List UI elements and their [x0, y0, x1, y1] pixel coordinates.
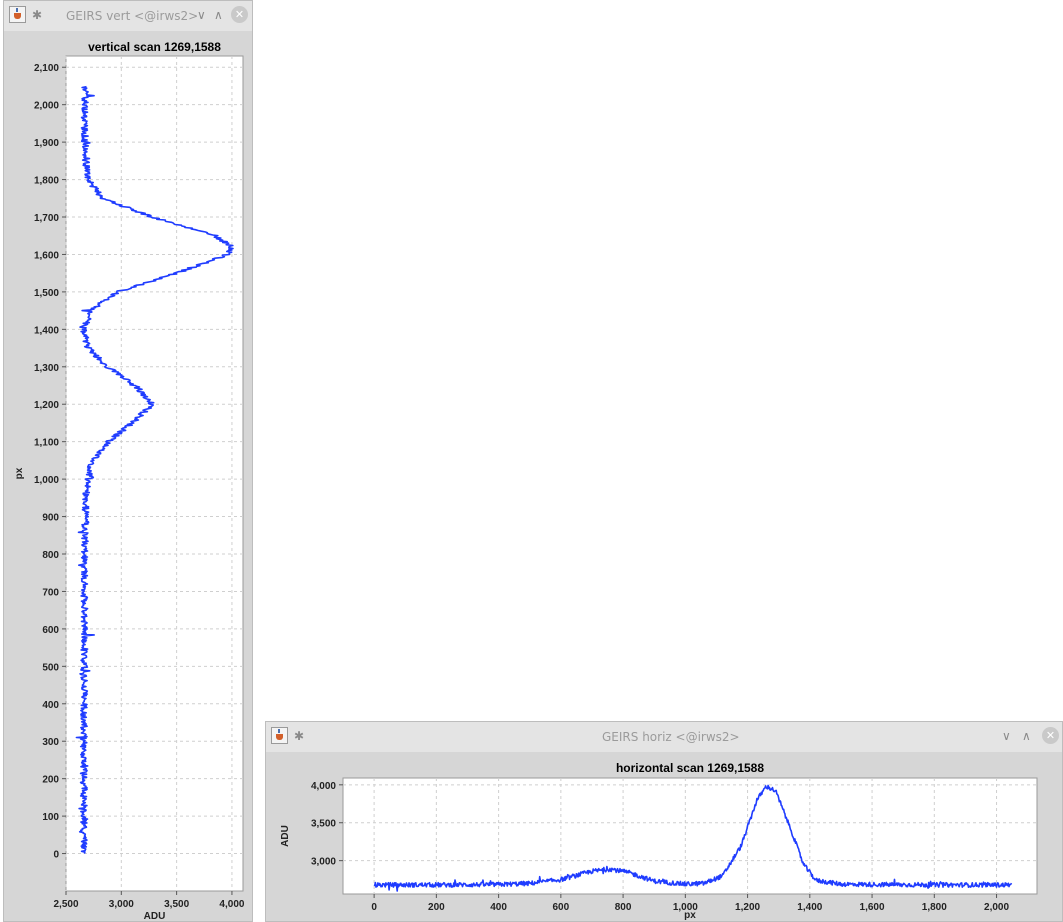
x-tick-label: 2,500 [53, 899, 78, 910]
x-tick-label: 1,400 [797, 902, 822, 913]
x-tick-label: 4,000 [219, 899, 244, 910]
scan-series-line [75, 85, 234, 854]
y-tick-label: 1,700 [34, 213, 59, 224]
y-tick-label: 1,200 [34, 400, 59, 411]
y-tick-label: 100 [42, 812, 59, 823]
y-tick-label: 0 [53, 850, 59, 861]
y-axis-label: px [14, 467, 25, 479]
x-tick-label: 400 [490, 902, 507, 913]
vertical-scan-chart: vertical scan 1269,1588 2,500 3,000 3,500 4,… [6, 31, 249, 921]
y-axis-label: ADU [280, 825, 291, 847]
x-tick-label: 3,000 [109, 899, 134, 910]
x-tick-label: 2,000 [984, 902, 1009, 913]
chart-title: vertical scan 1269,1588 [88, 40, 221, 54]
plot-area [65, 55, 244, 892]
y-tick-label: 1,400 [34, 325, 59, 336]
chart-title: horizontal scan 1269,1588 [616, 761, 764, 775]
y-tick-label: 1,900 [34, 138, 59, 149]
x-tick-label: 0 [371, 902, 377, 913]
horizontal-scan-window: ✱ GEIRS horiz <@irws2> ∨ ∧ ✕ horizontal … [265, 721, 1063, 922]
y-tick-label: 200 [42, 775, 59, 786]
x-tick-label: 600 [553, 902, 570, 913]
window-title: GEIRS horiz <@irws2> [602, 730, 740, 744]
pin-icon[interactable]: ✱ [32, 8, 43, 22]
y-tick-label: 1,000 [34, 475, 59, 486]
y-tick-label: 3,500 [311, 819, 336, 830]
y-tick-label: 400 [42, 700, 59, 711]
y-tick-label: 300 [42, 737, 59, 748]
x-tick-label: 800 [615, 902, 632, 913]
y-tick-label: 1,800 [34, 176, 59, 187]
chevron-up-icon[interactable]: ∧ [1022, 729, 1031, 743]
x-axis-label: ADU [144, 911, 166, 921]
horizontal-scan-chart: horizontal scan 1269,1588 0 200 400 600 800 1,… [268, 752, 1062, 921]
java-app-icon[interactable] [9, 6, 26, 23]
y-tick-label: 1,300 [34, 363, 59, 374]
x-tick-label: 3,500 [164, 899, 189, 910]
x-axis-label: px [684, 910, 696, 921]
y-tick-label: 1,100 [34, 438, 59, 449]
chevron-down-icon[interactable]: ∨ [1002, 729, 1011, 743]
x-tick-label: 200 [428, 902, 445, 913]
close-icon[interactable]: ✕ [1042, 727, 1059, 744]
window-title: GEIRS vert <@irws2> [66, 9, 199, 23]
vertical-scan-window: ✱ GEIRS vert <@irws2> ∨ ∧ ✕ vertical sca… [3, 0, 253, 922]
y-tick-label: 600 [42, 625, 59, 636]
y-tick-label: 2,100 [34, 63, 59, 74]
y-tick-label: 1,500 [34, 288, 59, 299]
y-tick-label: 700 [42, 587, 59, 598]
y-tick-label: 900 [42, 513, 59, 524]
plot-area [342, 777, 1038, 895]
y-tick-label: 2,000 [34, 101, 59, 112]
chevron-up-icon[interactable]: ∧ [214, 8, 223, 22]
scan-series-line [373, 784, 1013, 892]
y-tick-label: 1,600 [34, 250, 59, 261]
y-tick-label: 4,000 [311, 781, 336, 792]
x-tick-label: 1,800 [922, 902, 947, 913]
horizontal-window-titlebar[interactable]: ✱ GEIRS horiz <@irws2> ∨ ∧ ✕ [266, 722, 1062, 752]
y-tick-label: 3,000 [311, 857, 336, 868]
java-app-icon[interactable] [271, 727, 288, 744]
y-tick-label: 800 [42, 550, 59, 561]
vertical-window-titlebar[interactable]: ✱ GEIRS vert <@irws2> ∨ ∧ ✕ [4, 1, 252, 31]
close-icon[interactable]: ✕ [231, 6, 248, 23]
chevron-down-icon[interactable]: ∨ [197, 8, 206, 22]
pin-icon[interactable]: ✱ [294, 729, 305, 743]
x-tick-label: 1,000 [673, 902, 698, 913]
y-tick-label: 500 [42, 662, 59, 673]
x-tick-label: 1,200 [735, 902, 760, 913]
x-tick-label: 1,600 [860, 902, 885, 913]
